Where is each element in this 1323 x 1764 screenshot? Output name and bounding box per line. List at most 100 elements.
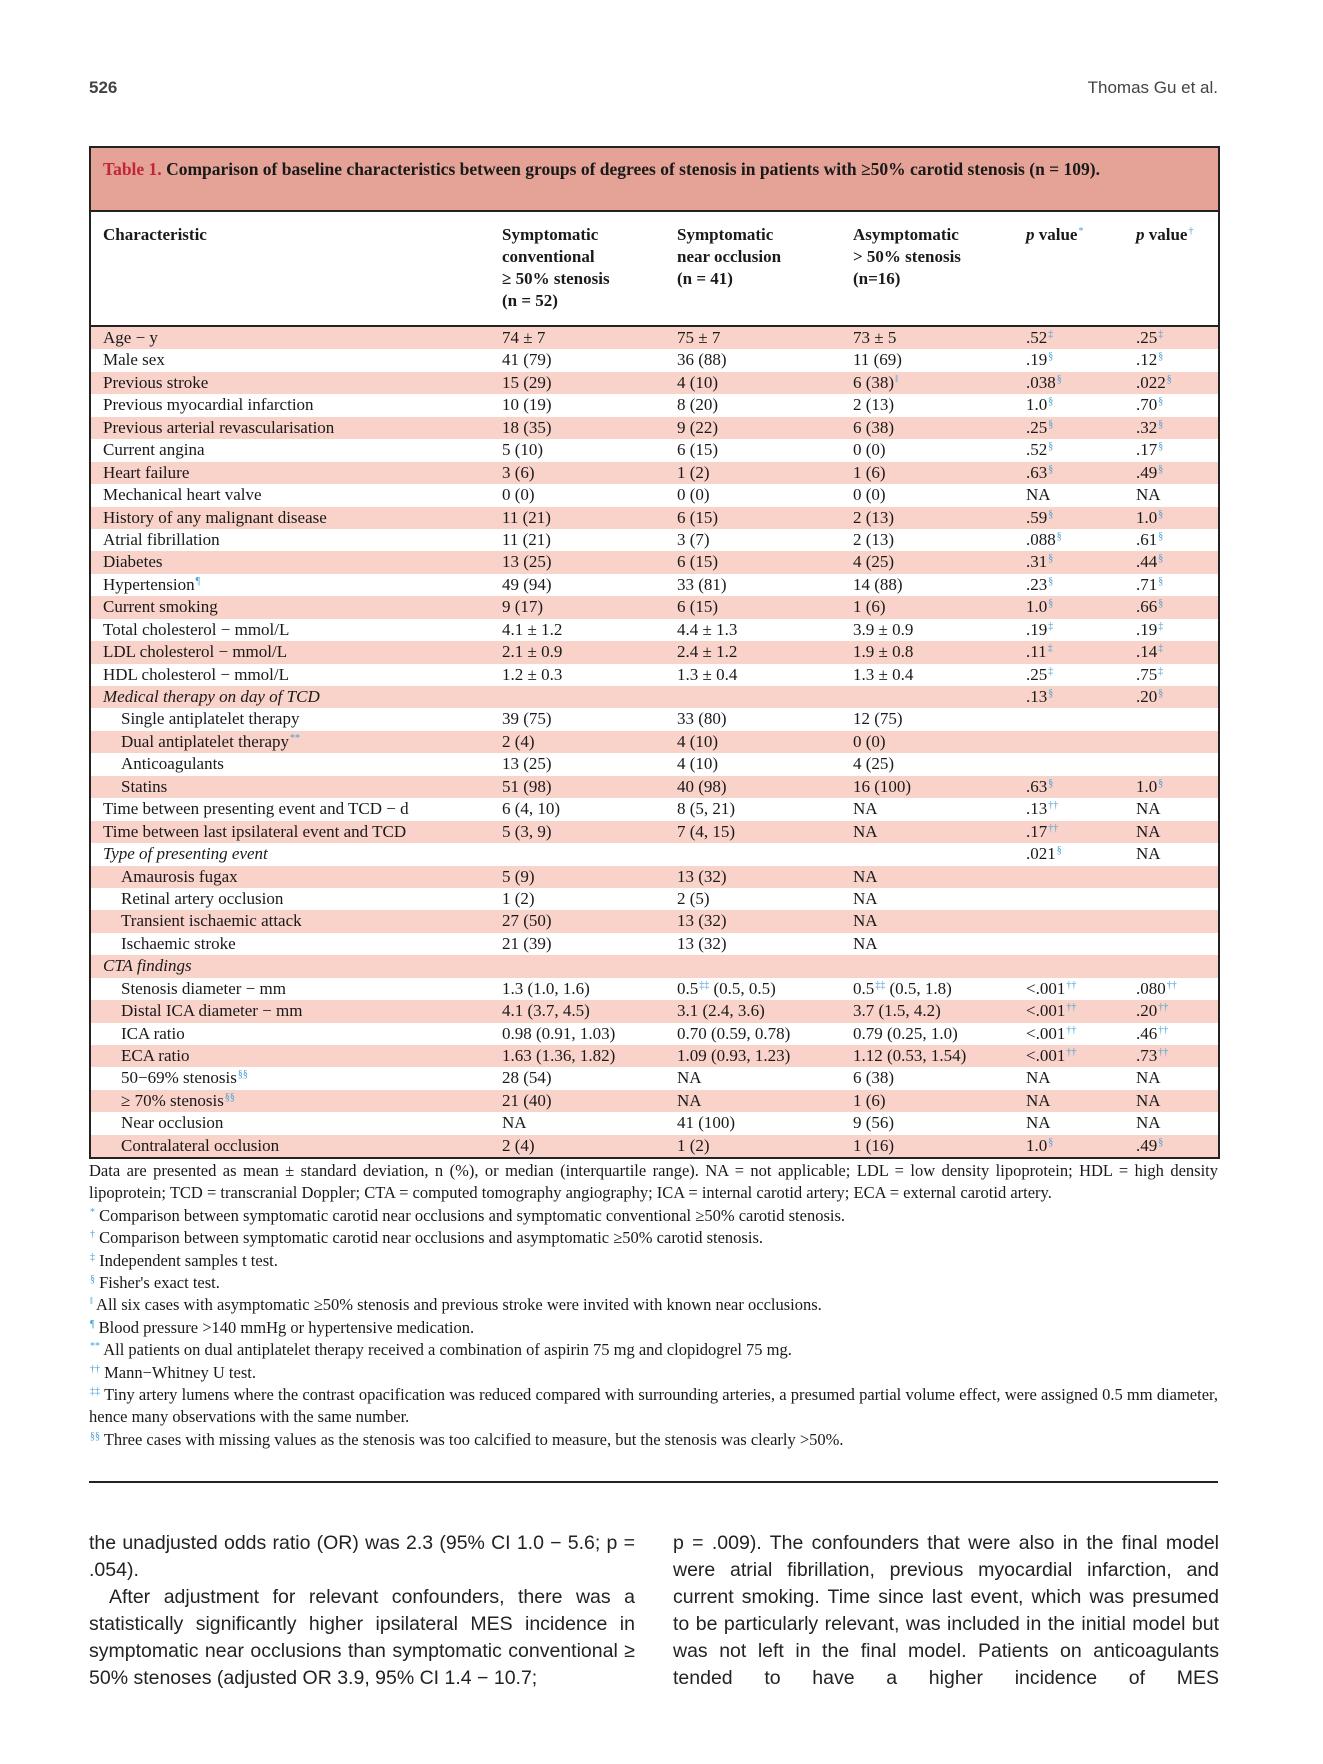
row-label-text: Contralateral occlusion	[121, 1135, 280, 1155]
table-cell: 2.4 ± 1.2	[677, 641, 737, 663]
table-cell: .73††	[1136, 1045, 1168, 1067]
row-label: ECA ratio	[121, 1045, 189, 1067]
footnote-mark: ††	[90, 1363, 100, 1375]
cell-value: 4.1 ± 1.2	[502, 619, 563, 639]
footnote-mark: **	[290, 732, 301, 744]
cell-value: 0.98 (0.91, 1.03)	[502, 1023, 616, 1043]
table-cell: .23§	[1026, 574, 1053, 596]
cell-value: .19	[1026, 619, 1048, 639]
footnote-mark: §§	[237, 1069, 248, 1081]
cell-value: .23	[1026, 574, 1048, 594]
row-label: ICA ratio	[121, 1023, 185, 1045]
row-label: Previous arterial revascularisation	[103, 417, 334, 439]
table-cell: .52‡	[1026, 327, 1053, 349]
table-cell: 1.0§	[1026, 596, 1053, 618]
table-caption-text: Comparison of baseline characteristics b…	[161, 159, 1100, 179]
cell-value: 0 (0)	[853, 731, 886, 751]
table-row: Stenosis diameter − mm 1.3 (1.0, 1.6) 0.5‡…	[91, 978, 1218, 1000]
footnote-mark: §	[1048, 575, 1054, 587]
cell-value: 6 (15)	[677, 507, 719, 527]
table-cell: 1.2 ± 0.3	[502, 664, 562, 686]
table-cell: 4 (10)	[677, 731, 718, 753]
table-cell: NA	[1026, 1112, 1051, 1134]
table-cell: .49§	[1136, 1135, 1163, 1157]
table-cell: 2 (4)	[502, 1135, 535, 1157]
table-cell: NA	[1136, 484, 1161, 506]
table-cell: 15 (29)	[502, 372, 552, 394]
p-italic: p	[1026, 225, 1035, 244]
footnote-mark: ¶	[195, 575, 201, 587]
cell-value: 1 (6)	[853, 462, 886, 482]
table-cell: 41 (79)	[502, 349, 552, 371]
row-label-text: Male sex	[103, 350, 165, 370]
cell-value: 3.1 (2.4, 3.6)	[677, 1001, 765, 1021]
footnote: †† Mann−Whitney U test.	[89, 1362, 1218, 1384]
row-label-text: Anticoagulants	[121, 754, 224, 774]
cell-value: .25	[1026, 417, 1048, 437]
footnote: § Fisher's exact test.	[89, 1272, 1218, 1294]
cell-value: 11 (21)	[502, 529, 551, 549]
table-cell: 75 ± 7	[677, 327, 720, 349]
table-cell: .17§	[1136, 439, 1163, 461]
table-cell: 74 ± 7	[502, 327, 545, 349]
table-cell: 0.5‡‡ (0.5, 0.5)	[677, 978, 776, 1000]
row-label-text: Mechanical heart valve	[103, 485, 262, 505]
footnote-mark: ††	[1048, 800, 1059, 812]
cell-value: .080	[1136, 978, 1166, 998]
table-cell: 12 (75)	[853, 708, 903, 730]
cell-value: NA	[1136, 799, 1161, 819]
footnote-mark: ǁ	[895, 373, 898, 385]
footnote: ǁ All six cases with asymptomatic ≥50% s…	[89, 1294, 1218, 1316]
column-header-line: Asymptomatic	[853, 225, 959, 244]
table-cell: 6 (4, 10)	[502, 798, 560, 820]
cell-value: 33 (81)	[677, 574, 727, 594]
table-cell: 2 (13)	[853, 507, 894, 529]
table-cell: NA	[502, 1112, 527, 1134]
column-header-line: (n = 52)	[502, 291, 558, 310]
table-cell: 36 (88)	[677, 349, 727, 371]
row-label: Time between last ipsilateral event and …	[103, 821, 406, 843]
footnote-mark: §	[1158, 598, 1164, 610]
cell-value: 6 (15)	[677, 552, 719, 572]
cell-value: NA	[677, 1068, 702, 1088]
table-cell: 27 (50)	[502, 910, 552, 932]
table-cell: 1.0§	[1136, 507, 1163, 529]
table-cell: 0.5‡‡ (0.5, 1.8)	[853, 978, 952, 1000]
cell-value: NA	[1026, 485, 1051, 505]
footnote-text: Fisher's exact test.	[95, 1273, 220, 1293]
table-cell: NA	[1026, 484, 1051, 506]
table-cell: 0 (0)	[853, 484, 886, 506]
footnote-mark: †	[90, 1229, 95, 1241]
table-cell: 4.1 ± 1.2	[502, 619, 562, 641]
table-cell: NA	[853, 888, 878, 910]
table-row: Retinal artery occlusion 1 (2) 2 (5) NA	[91, 888, 1218, 910]
table-cell: 3 (6)	[502, 462, 535, 484]
cell-value: .73	[1136, 1046, 1158, 1065]
footnote-mark: §	[1048, 1136, 1054, 1148]
table-cell: NA	[1136, 843, 1161, 865]
cell-value: NA	[1026, 1113, 1051, 1133]
cell-value-rest: (0.5, 0.5)	[709, 978, 776, 998]
footnote-mark: §	[1158, 575, 1164, 587]
table-row: ICA ratio 0.98 (0.91, 1.03) 0.70 (0.59, 0.…	[91, 1023, 1218, 1045]
table-cell: 18 (35)	[502, 417, 552, 439]
table-row: Total cholesterol − mmol/L 4.1 ± 1.2 4.4 ±…	[91, 619, 1218, 641]
table-cell: NA	[677, 1090, 702, 1112]
table-cell: 9 (22)	[677, 417, 718, 439]
footnote-text: Mann−Whitney U test.	[100, 1362, 256, 1382]
table-1: Table 1. Comparison of baseline characte…	[89, 146, 1220, 1159]
cell-value: NA	[853, 933, 878, 953]
table-cell: .080††	[1136, 978, 1177, 1000]
table-row: Anticoagulants 13 (25) 4 (10) 4 (25)	[91, 753, 1218, 775]
row-label: Hypertension¶	[103, 574, 200, 596]
cell-value: 2 (13)	[853, 507, 895, 527]
footnote-mark: §	[1158, 351, 1164, 363]
footnote-mark: §	[1166, 373, 1172, 385]
table-row: Diabetes 13 (25) 6 (15) 4 (25) .31§ .44§	[91, 551, 1218, 574]
cell-value: .31	[1026, 552, 1048, 572]
cell-value: 3.9 ± 0.9	[853, 619, 914, 639]
table-cell: 2 (13)	[853, 529, 894, 551]
row-label: Time between presenting event and TCD − …	[103, 798, 409, 820]
footnote-mark: ‡‡	[699, 979, 710, 991]
cell-value: 1.3 ± 0.4	[677, 664, 738, 684]
